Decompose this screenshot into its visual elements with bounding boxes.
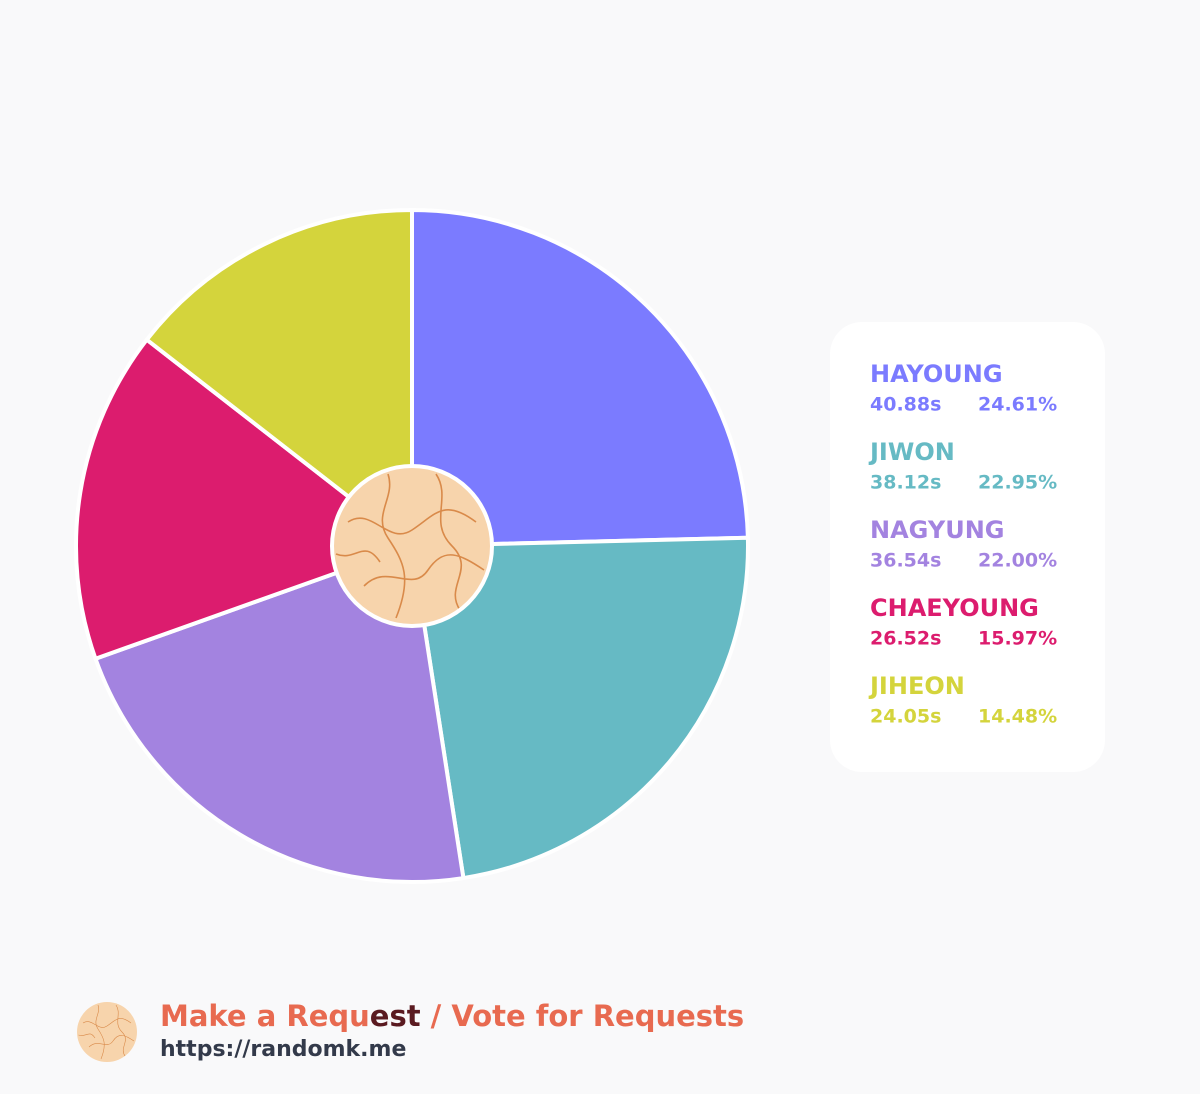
link-part: Make a Requ: [160, 999, 370, 1033]
legend-duration: 36.54s: [870, 550, 941, 572]
slice: [410, 208, 750, 548]
legend-percent: 15.97%: [978, 628, 1057, 650]
link-part: est: [370, 999, 421, 1033]
legend-duration: 24.05s: [870, 706, 941, 728]
slice: [93, 544, 466, 884]
slice: [74, 337, 414, 661]
legend-percent: 22.95%: [978, 472, 1057, 494]
link-part: / Vote for Requests: [421, 999, 745, 1033]
legend-name: HAYOUNG: [870, 360, 1003, 388]
legend-duration: 40.88s: [870, 394, 941, 416]
legend-duration: 26.52s: [870, 628, 941, 650]
legend-name: CHAEYOUNG: [870, 594, 1039, 622]
legend-name: JIWON: [868, 438, 955, 466]
legend-box: [830, 322, 1105, 772]
legend-percent: 24.61%: [978, 394, 1057, 416]
legend-name: NAGYUNG: [870, 516, 1004, 544]
center-badge: [330, 464, 494, 628]
url[interactable]: https://randomk.me: [160, 1037, 406, 1062]
slice: [144, 208, 414, 548]
legend-duration: 38.12s: [870, 472, 941, 494]
slice: [410, 535, 750, 881]
request-link[interactable]: Make a Request / Vote for Requests: [160, 999, 744, 1033]
legend-percent: 22.00%: [978, 550, 1057, 572]
footer-icon: [76, 1001, 138, 1063]
pie: [74, 208, 750, 884]
legend: HAYOUNG 40.88s 24.61% JIWON 38.12s 22.95% NAGY…: [868, 360, 1057, 728]
legend-percent: 14.48%: [978, 706, 1057, 728]
legend-name: JIHEON: [868, 672, 965, 700]
